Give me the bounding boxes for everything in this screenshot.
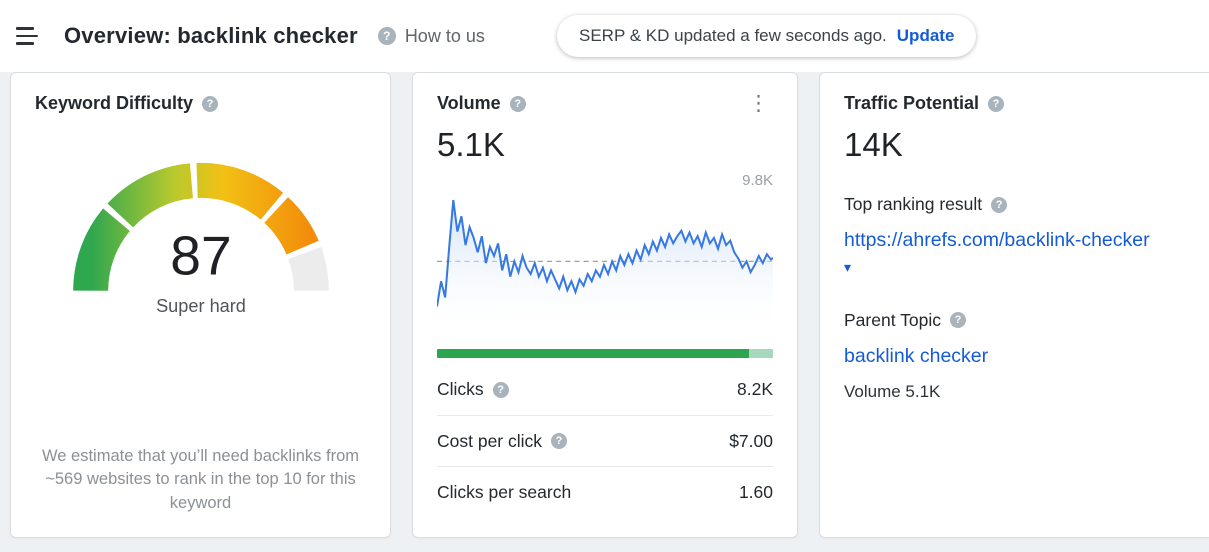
kebab-menu-icon[interactable]: ⋮ — [748, 91, 769, 115]
update-toast: SERP & KD updated a few seconds ago. Upd… — [557, 15, 977, 57]
stat-label: Clicks — [437, 379, 484, 399]
clicks-ratio-bar — [437, 349, 773, 358]
menu-icon[interactable] — [16, 27, 38, 45]
kd-title: Keyword Difficulty — [35, 93, 194, 113]
stat-label: Cost per click — [437, 430, 543, 451]
stat-value: $7.00 — [729, 430, 773, 451]
volume-line — [437, 199, 773, 307]
clicks-ratio-bar-tip — [749, 349, 773, 358]
stat-value: 1.60 — [738, 481, 773, 502]
top-ranking-url[interactable]: https://ahrefs.com/backlink-checker — [844, 229, 1150, 251]
parent-topic-volume: Volume 5.1K — [844, 381, 941, 401]
kd-gauge-svg: 87 Super hard — [72, 163, 329, 316]
stat-row-clicks-per-search: Clicks per search 1.60 — [437, 466, 773, 517]
header: Overview: backlink checker ? How to us S… — [0, 0, 1209, 72]
stat-row-cost-per-click: Cost per click ? $7.00 — [437, 415, 773, 466]
help-icon[interactable]: ? — [509, 95, 526, 112]
volume-stats: Clicks ? 8.2K Cost per click ? $7.00 Cli… — [437, 364, 773, 517]
stat-label: Clicks per search — [437, 481, 572, 502]
help-icon[interactable]: ? — [991, 196, 1008, 213]
clicks-ratio-bar-filled — [437, 349, 750, 358]
cards-row: Keyword Difficulty ? 87 — [0, 72, 1209, 538]
kd-gauge-arc — [195, 163, 283, 220]
parent-topic-label: Parent Topic — [844, 309, 941, 330]
help-icon[interactable]: ? — [551, 433, 568, 449]
help-icon[interactable]: ? — [988, 95, 1005, 112]
top-ranking-label: Top ranking result — [844, 194, 983, 214]
update-button[interactable]: Update — [896, 26, 955, 45]
volume-trend-chart — [437, 199, 773, 336]
page-title: Overview: backlink checker — [64, 23, 358, 48]
volume-card: Volume ? ⋮ 5.1K 9.8K Clicks — [412, 72, 798, 538]
help-icon[interactable]: ? — [202, 95, 219, 112]
stat-value: 8.2K — [737, 379, 773, 399]
top-ranking-result-link[interactable]: https://ahrefs.com/backlink-checker ▾ — [844, 227, 1156, 280]
kd-gauge-arc — [72, 208, 130, 292]
stat-row-clicks: Clicks ? 8.2K — [437, 364, 773, 415]
how-to-link[interactable]: How to us — [404, 25, 485, 46]
parent-topic-link[interactable]: backlink checker — [844, 344, 989, 367]
help-icon[interactable]: ? — [949, 312, 966, 329]
toast-message: SERP & KD updated a few seconds ago. — [579, 26, 887, 45]
kd-gauge-arc-remainder — [287, 247, 329, 292]
help-icon[interactable]: ? — [492, 381, 509, 398]
traffic-potential-card: Traffic Potential ? 14K Top ranking resu… — [819, 72, 1209, 538]
tp-title: Traffic Potential — [844, 93, 980, 113]
volume-title: Volume — [437, 93, 501, 113]
kd-gauge: 87 Super hard — [53, 140, 349, 320]
kd-note: We estimate that you’ll need backlinks f… — [41, 446, 359, 512]
help-icon[interactable]: ? — [377, 27, 396, 45]
kd-gauge-arc — [106, 163, 194, 228]
keyword-difficulty-card: Keyword Difficulty ? 87 — [10, 72, 391, 538]
volume-peak-label: 9.8K — [742, 172, 773, 189]
tp-value: 14K — [844, 126, 903, 163]
kd-value: 87 — [170, 225, 231, 287]
caret-down-icon[interactable]: ▾ — [844, 259, 852, 276]
kd-difficulty-label: Super hard — [156, 296, 246, 316]
kd-gauge-arc — [263, 197, 319, 255]
volume-value: 5.1K — [437, 126, 505, 163]
